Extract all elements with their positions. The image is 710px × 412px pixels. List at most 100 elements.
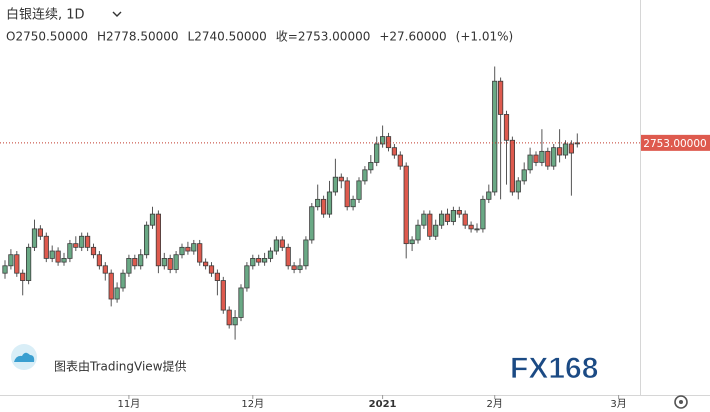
- candle-body: [208, 265, 215, 274]
- candle-body: [427, 213, 433, 237]
- candle-body: [297, 265, 303, 270]
- candle-body: [149, 213, 156, 226]
- x-tick-label: 2021: [369, 399, 397, 410]
- candle-body: [545, 150, 551, 167]
- candle-body: [167, 258, 173, 270]
- candle-body: [85, 235, 91, 248]
- candle-body: [185, 246, 191, 252]
- candle-body: [61, 258, 67, 263]
- candle-body: [279, 239, 285, 248]
- candle-body: [344, 180, 350, 208]
- candle-body: [25, 246, 32, 281]
- candle-body: [132, 258, 138, 267]
- candle-body: [79, 235, 85, 248]
- candle-body: [374, 143, 380, 163]
- candle-body: [486, 191, 492, 200]
- plot: 11月 12月 2021 2月 3月 2753.00000: [0, 66, 710, 410]
- candle-body: [20, 272, 26, 281]
- candle-body: [73, 243, 79, 248]
- ohlc-value: 收=2753.00000: [276, 30, 371, 44]
- attribution-badge[interactable]: [11, 344, 37, 370]
- candle-body: [368, 162, 374, 171]
- candle-body: [433, 224, 439, 237]
- ohlc-value: H2778.50000: [97, 30, 179, 44]
- ohlc-value: +27.60000: [379, 30, 446, 44]
- candle-body: [356, 180, 362, 200]
- candle-body: [492, 80, 498, 193]
- candle-body: [409, 239, 415, 245]
- candle-body: [55, 250, 61, 263]
- candle-body: [303, 239, 309, 267]
- candle-body: [421, 213, 427, 226]
- candle-body: [362, 169, 368, 182]
- candle-body: [350, 198, 356, 208]
- last-price-box: [641, 134, 710, 151]
- candle-body: [533, 154, 539, 163]
- candle-body: [315, 198, 321, 208]
- candle-body: [338, 176, 344, 182]
- candle-body: [261, 258, 268, 263]
- candle-body: [173, 254, 179, 270]
- candle-body: [90, 246, 97, 256]
- ohlc-value: L2740.50000: [188, 30, 267, 44]
- candle-body: [161, 258, 167, 267]
- candle-body: [232, 317, 238, 326]
- candle-body: [397, 154, 403, 167]
- settings-icon[interactable]: [674, 395, 688, 409]
- candle-body: [226, 309, 232, 326]
- interval-chevron[interactable]: [112, 11, 122, 17]
- candle-body: [37, 228, 44, 237]
- candle-body: [456, 210, 462, 215]
- candle-body: [539, 150, 545, 163]
- candle-body: [462, 213, 468, 226]
- candle-body: [67, 243, 73, 259]
- candle-body: [214, 272, 220, 281]
- candle-body: [515, 180, 521, 193]
- candle-body: [273, 239, 280, 252]
- candle-body: [551, 147, 557, 167]
- candle-body: [197, 243, 203, 263]
- candle-body: [43, 235, 49, 259]
- candle-body: [14, 254, 20, 274]
- candle-body: [49, 250, 55, 259]
- symbol-title[interactable]: 白银连续, 1D: [6, 7, 85, 23]
- candle-body: [568, 143, 575, 154]
- candle-body: [96, 254, 102, 267]
- candle-body: [179, 246, 185, 256]
- candle-body: [108, 272, 114, 300]
- attribution[interactable]: 图表由TradingView提供: [54, 359, 187, 374]
- candle-body: [379, 136, 386, 145]
- candle-body: [385, 136, 392, 149]
- candle-body: [503, 114, 510, 141]
- candle-body: [126, 258, 132, 274]
- candle-body: [332, 176, 339, 193]
- candle-body: [480, 198, 486, 230]
- candle-body: [326, 191, 333, 215]
- candle-body: [220, 280, 226, 311]
- candle-body: [474, 228, 480, 231]
- candle-body: [521, 169, 527, 182]
- candle-body: [415, 224, 421, 241]
- candle-body: [562, 143, 569, 156]
- candle-body: [143, 224, 150, 256]
- candle-body: [244, 265, 250, 289]
- candle-body: [320, 198, 327, 215]
- candle-body: [391, 147, 398, 156]
- candle-body: [238, 287, 244, 318]
- candle-body: [102, 265, 108, 274]
- candle-body: [450, 210, 457, 222]
- candle-body: [403, 165, 409, 245]
- x-tick-label: 12月: [241, 398, 264, 410]
- candle-body: [468, 224, 474, 230]
- ohlc-value: O2750.50000: [6, 30, 88, 44]
- candle-body: [509, 139, 516, 193]
- ohlc-value: (+1.01%): [456, 30, 514, 44]
- logo: FX168: [510, 352, 598, 385]
- x-tick-label: 11月: [118, 398, 141, 410]
- candle-body: [285, 246, 291, 267]
- candle-body: [291, 265, 297, 270]
- candle-body: [191, 243, 197, 252]
- candle-body: [250, 258, 256, 267]
- candle-body: [114, 287, 120, 300]
- x-tick-label: 2月: [487, 398, 503, 410]
